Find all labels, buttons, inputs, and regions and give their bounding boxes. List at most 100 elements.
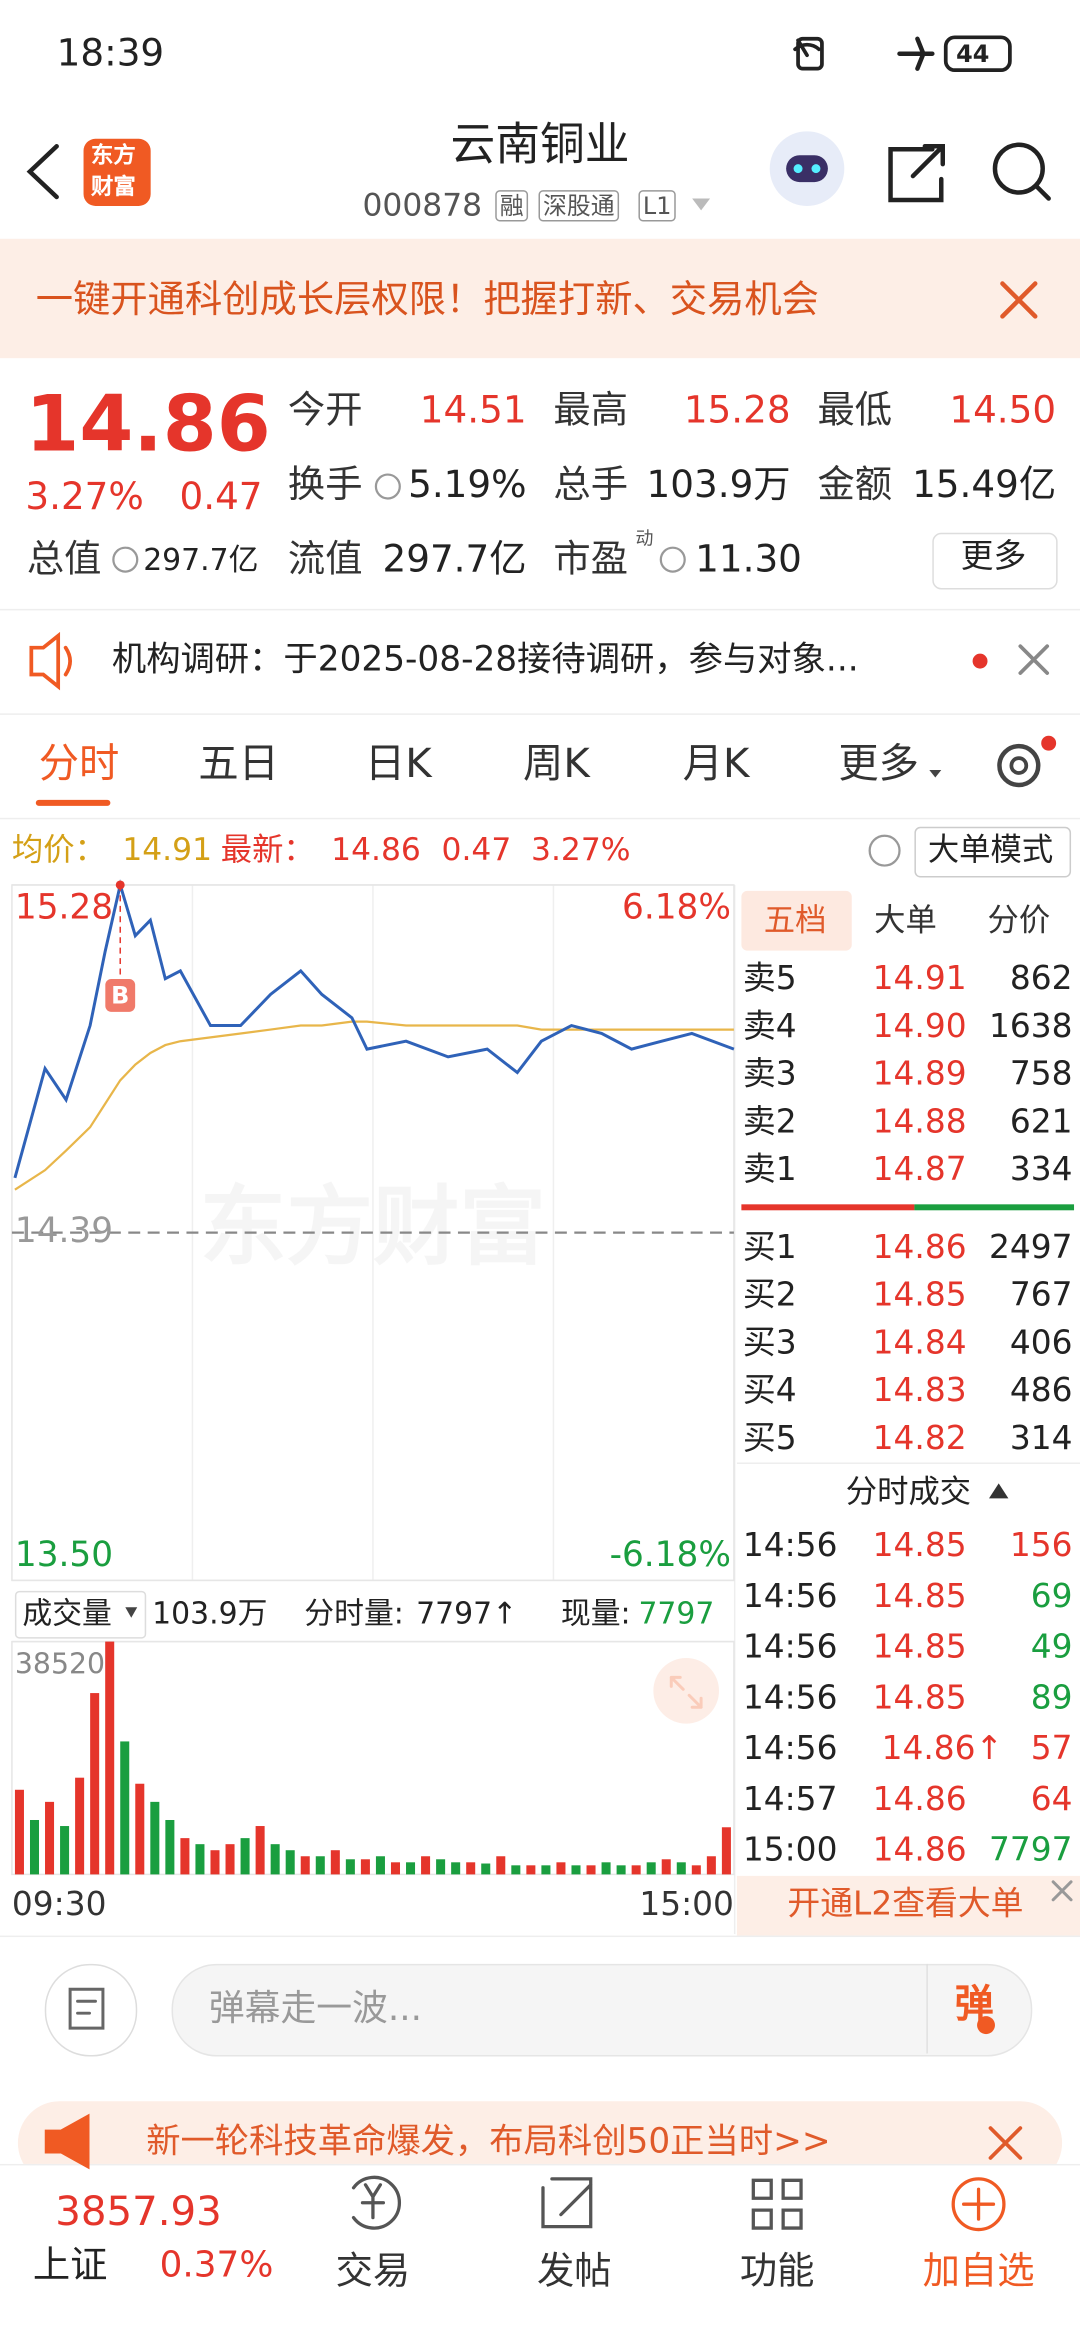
book-volume: 621	[1009, 1104, 1073, 1142]
y2-tick-label: -6.18%	[610, 1535, 731, 1575]
book-tab[interactable]: 分价	[987, 901, 1051, 938]
ad-text[interactable]: 新一轮科技革命爆发，布局科创50正当时>>	[146, 2122, 831, 2162]
volume-label[interactable]: 成交量	[22, 1595, 112, 1632]
more-button[interactable]	[932, 532, 1058, 590]
danmaku-button[interactable]: 弹	[954, 1982, 994, 2028]
l2-promo[interactable]: 开通L2查看大单	[787, 1886, 1024, 1924]
y-tick-label: 13.50	[15, 1535, 113, 1575]
dropdown-icon[interactable]	[929, 770, 942, 778]
volume-bar	[225, 1844, 235, 1875]
change-pct: 3.27%	[25, 474, 144, 518]
field-label: 最高	[553, 388, 629, 432]
index-pct[interactable]: 0.37%	[159, 2243, 274, 2286]
book-tab[interactable]: 五档	[763, 901, 827, 938]
info-icon[interactable]	[374, 473, 401, 500]
tab[interactable]: 日K	[364, 741, 432, 788]
logo[interactable]	[83, 138, 151, 206]
post-icon[interactable]	[541, 2177, 593, 2229]
tab[interactable]: 更多	[838, 741, 919, 788]
volume-bar	[375, 1856, 385, 1875]
share-icon[interactable]	[888, 144, 945, 203]
nfc-icon	[796, 36, 824, 71]
close-icon[interactable]	[1000, 281, 1038, 319]
index-name[interactable]: 上证	[32, 2243, 108, 2287]
l2-bg	[736, 1875, 1080, 1936]
book-tab[interactable]: 大单	[874, 901, 937, 938]
buy-marker	[105, 978, 136, 1012]
trades-title[interactable]: 分时成交	[845, 1473, 972, 1510]
info-icon[interactable]	[659, 546, 686, 573]
sell-bar	[741, 1204, 915, 1211]
watermark: 东方财富	[200, 1178, 546, 1278]
tab[interactable]: 分时	[38, 741, 120, 788]
avg-value: 14.91	[122, 831, 213, 868]
y-tick-label: 15.28	[15, 887, 113, 927]
volume-bar	[240, 1838, 250, 1875]
nav-item[interactable]: 加自选	[922, 2248, 1035, 2293]
volume-bar	[571, 1865, 581, 1875]
search-icon[interactable]	[992, 142, 1045, 195]
tag: 融	[495, 190, 529, 222]
function-icon[interactable]	[751, 2178, 803, 2230]
divider	[926, 1963, 928, 2054]
trade-price: 14.86	[872, 1832, 967, 1870]
add-icon[interactable]	[951, 2177, 1006, 2232]
close-icon[interactable]	[1051, 1880, 1073, 1902]
change: 0.47	[179, 474, 263, 518]
index-value[interactable]: 3857.93	[55, 2188, 222, 2236]
dropdown-icon[interactable]	[692, 198, 711, 211]
trade-price: 14.85	[872, 1527, 967, 1566]
close-icon[interactable]	[1018, 644, 1050, 675]
field-value: 103.9万	[646, 462, 791, 506]
book-price: 14.83	[872, 1372, 967, 1410]
trade-time: 15:00	[742, 1832, 838, 1870]
settings-icon[interactable]	[997, 743, 1041, 788]
tab[interactable]: 周K	[523, 741, 590, 788]
comment-input[interactable]	[171, 1963, 1033, 2057]
back-icon[interactable]	[26, 144, 59, 200]
volume-bar	[360, 1859, 370, 1875]
volume-bar	[195, 1844, 205, 1875]
volume-bar	[601, 1862, 611, 1875]
info-icon[interactable]	[112, 546, 139, 573]
last-change: 0.47	[441, 831, 512, 868]
volume-bar	[315, 1856, 325, 1875]
notice-text[interactable]: 机构调研：于2025-08-28接待调研，参与对象...	[111, 640, 859, 680]
trade-icon[interactable]	[351, 2175, 401, 2230]
mode-button[interactable]	[914, 826, 1072, 878]
nav-item[interactable]: 交易	[335, 2248, 411, 2293]
field-label: 总手	[553, 462, 629, 506]
close-icon[interactable]	[988, 2126, 1023, 2160]
dropdown-icon[interactable]	[125, 1607, 138, 1618]
book-level: 卖1	[742, 1151, 797, 1190]
book-level: 卖5	[742, 960, 797, 999]
book-price: 14.84	[872, 1324, 967, 1363]
nav-item[interactable]: 发帖	[537, 2248, 612, 2293]
book-level: 买3	[742, 1324, 797, 1363]
volume-bar	[165, 1819, 175, 1875]
comment-icon[interactable]	[44, 1963, 138, 2057]
volume-selector[interactable]	[14, 1590, 147, 1639]
trade-price: 14.85	[872, 1680, 967, 1718]
mode-text[interactable]: 大单模式	[927, 831, 1054, 868]
trade-time: 14:57	[742, 1781, 838, 1819]
tab[interactable]: 月K	[682, 741, 750, 788]
volume-bar	[721, 1827, 731, 1875]
stock-code: 000878	[362, 187, 483, 223]
help-icon[interactable]	[868, 834, 901, 867]
collapse-icon[interactable]	[989, 1483, 1009, 1499]
book-price: 14.85	[872, 1277, 967, 1315]
book-volume: 2497	[989, 1229, 1073, 1267]
banner-text[interactable]: 一键开通科创成长层权限！把握打新、交易机会	[35, 277, 819, 321]
book-level: 买1	[742, 1229, 797, 1267]
y-tick-label: 14.39	[15, 1211, 113, 1251]
volume-bar	[406, 1862, 416, 1875]
nav-item[interactable]: 功能	[739, 2248, 815, 2293]
price-chart: 东方财富 15.28 14.39 13.50 6.18% -6.18% B	[11, 879, 735, 1582]
more-text[interactable]: 更多	[960, 538, 1027, 576]
field-label: 流值	[287, 537, 363, 581]
divider	[0, 608, 1080, 611]
price: 14.86	[25, 380, 271, 470]
tab[interactable]: 五日	[198, 741, 279, 788]
